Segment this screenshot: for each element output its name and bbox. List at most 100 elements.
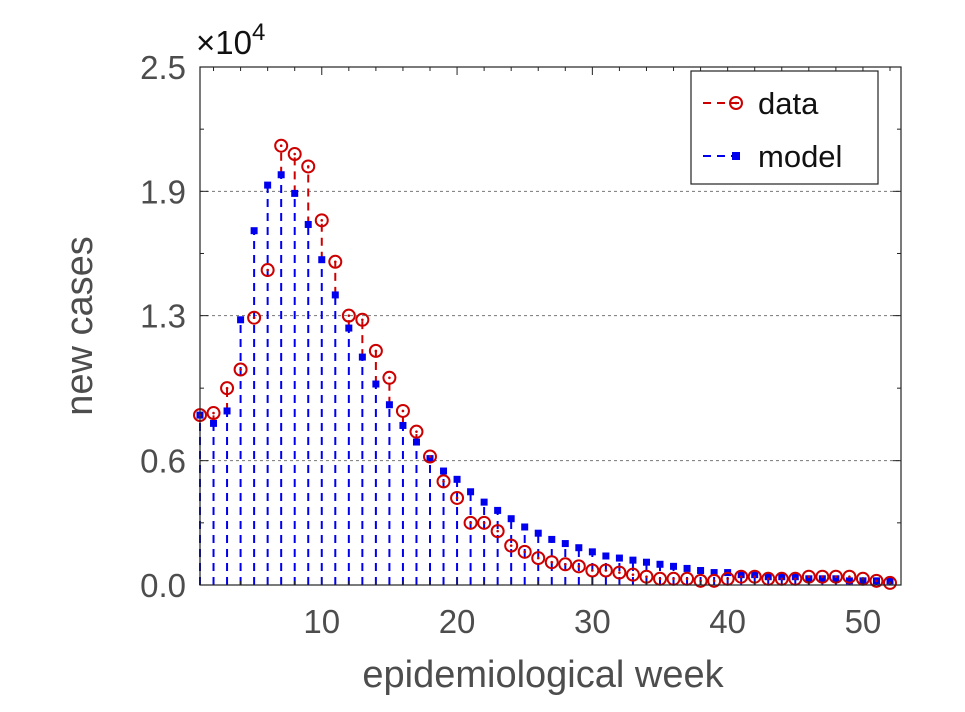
data-point — [504, 538, 519, 553]
data-point — [558, 557, 573, 572]
data-point-dot — [347, 314, 351, 317]
data-point — [382, 370, 397, 385]
data-point-dot — [361, 318, 364, 322]
data-point — [423, 449, 437, 464]
model-point — [237, 316, 245, 324]
model-point — [480, 498, 488, 506]
model-point — [845, 577, 853, 585]
data-point — [544, 555, 559, 570]
legend-data-marker — [729, 96, 743, 110]
data-point-dot — [239, 368, 242, 371]
data-point-dot — [536, 556, 540, 560]
data-point — [206, 406, 221, 421]
model-point — [440, 467, 448, 475]
model-point — [210, 419, 218, 427]
legend-data-label: data — [758, 86, 819, 121]
data-point-dot — [658, 577, 662, 581]
data-point — [409, 424, 424, 439]
data-point-dot — [212, 411, 215, 415]
data-point-dot — [672, 577, 675, 581]
model-point — [467, 488, 475, 496]
legend: data model — [690, 70, 879, 185]
model-point — [805, 575, 813, 583]
model-point — [778, 573, 786, 581]
data-point — [585, 563, 600, 578]
data-point-dot — [401, 409, 405, 413]
model-point — [832, 575, 840, 583]
data-point-dot — [333, 260, 337, 264]
model-point — [345, 324, 353, 332]
y-multiplier-exponent: 4 — [252, 19, 265, 46]
data-point-dot — [793, 577, 797, 581]
data-point — [815, 569, 830, 584]
y-tick-label: 1.9 — [140, 173, 186, 210]
y-tick-label: 0.6 — [140, 443, 186, 480]
model-point — [561, 540, 569, 548]
data-point — [734, 569, 749, 584]
data-point-dot — [712, 579, 716, 583]
data-point-dot — [604, 569, 608, 572]
model-point — [304, 220, 312, 228]
data-point-dot — [563, 562, 567, 566]
y-axis-title: new cases — [59, 236, 101, 416]
model-point — [629, 556, 637, 564]
data-point — [247, 310, 262, 325]
y-tick-label: 0.0 — [140, 567, 186, 604]
grid-lines — [200, 190, 901, 462]
data-point-dot — [766, 577, 770, 581]
data-point-dot — [523, 550, 527, 554]
data-point — [233, 362, 248, 377]
model-point — [575, 544, 583, 552]
model-point — [818, 575, 826, 583]
data-point-dot — [631, 573, 635, 576]
data-point-dot — [455, 496, 459, 500]
data-point-dot — [252, 316, 256, 320]
data-point-dot — [591, 569, 594, 572]
model-point — [250, 227, 258, 235]
data-point — [450, 490, 465, 505]
model-point — [264, 181, 272, 189]
model-point — [291, 189, 299, 197]
data-point — [693, 573, 708, 588]
y-tick-label: 1.3 — [140, 298, 186, 335]
data-point-dot — [415, 430, 418, 433]
legend-data-marker-dot — [734, 101, 738, 105]
model-point — [751, 571, 759, 579]
stems — [199, 145, 891, 585]
data-point — [517, 544, 532, 559]
x-tick-label: 10 — [303, 603, 340, 640]
data-point-dot — [780, 577, 784, 581]
model-point — [791, 573, 799, 581]
data-point — [314, 213, 329, 228]
data-point-dot — [848, 575, 851, 579]
model-point — [412, 438, 420, 446]
markers — [193, 138, 897, 590]
x-tick-label: 20 — [439, 603, 476, 640]
data-point-dot — [374, 349, 378, 353]
data-point — [883, 575, 897, 590]
y-tick-label: 2.5 — [140, 49, 186, 86]
model-point — [358, 353, 366, 361]
model-point — [507, 515, 515, 523]
data-point — [287, 147, 302, 162]
legend-box — [690, 70, 879, 185]
model-point — [318, 256, 326, 264]
data-point-dot — [469, 521, 472, 525]
model-point — [453, 475, 461, 483]
model-point — [223, 407, 231, 415]
x-tick-label: 40 — [709, 603, 746, 640]
data-point — [436, 474, 451, 489]
data-point-dot — [442, 480, 445, 483]
data-point-dot — [428, 455, 432, 458]
data-point — [368, 343, 383, 358]
data-point — [612, 565, 627, 580]
model-point — [331, 291, 339, 299]
data-point-dot — [645, 575, 648, 579]
data-point-dot — [266, 268, 269, 272]
data-point — [355, 312, 370, 327]
data-point-dot — [293, 152, 297, 156]
model-point — [494, 506, 502, 514]
model-point — [642, 558, 650, 566]
model-point — [697, 566, 705, 574]
